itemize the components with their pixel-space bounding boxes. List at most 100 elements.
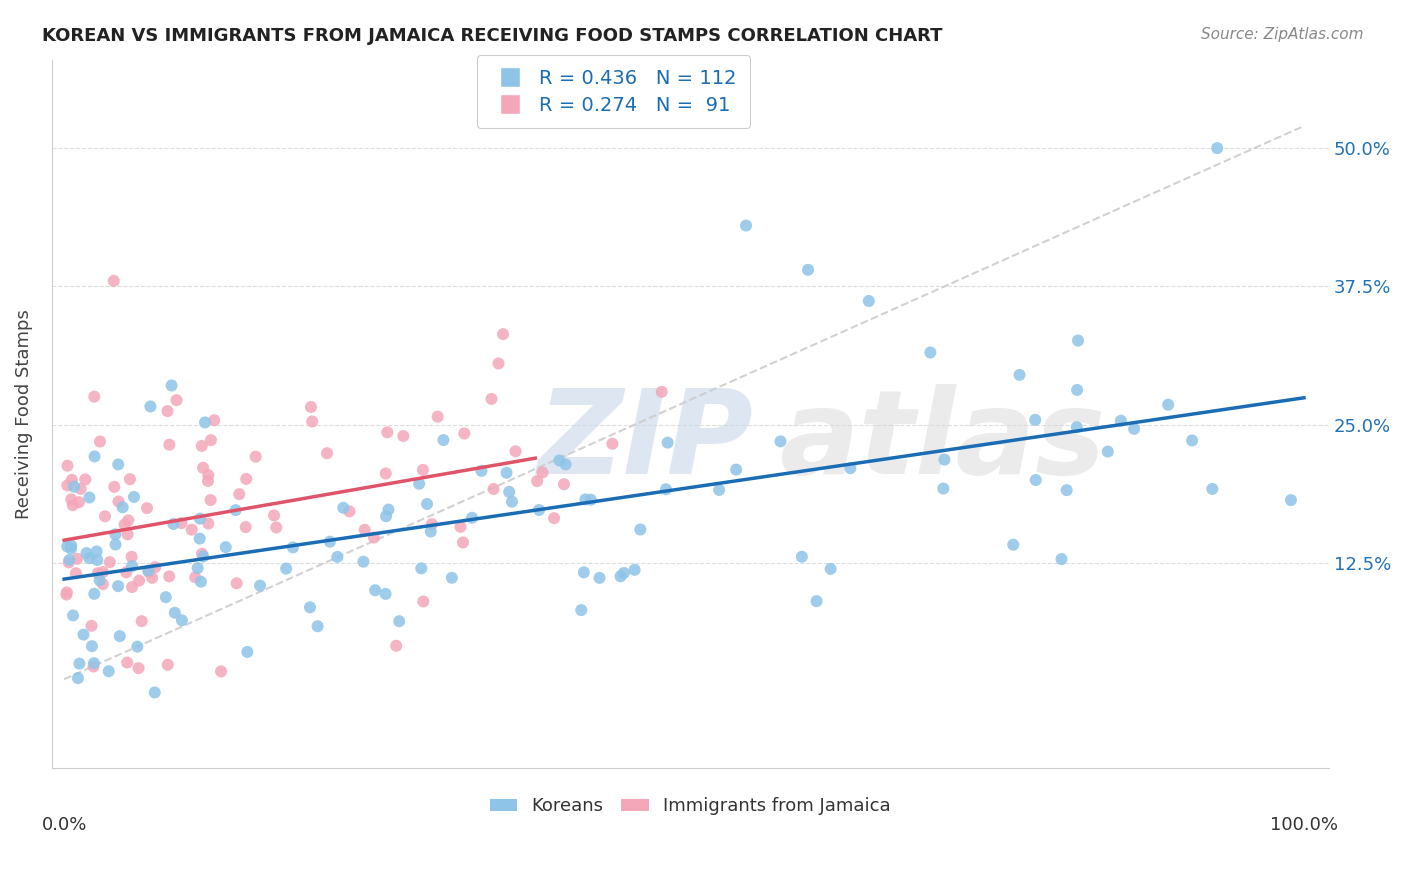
Point — [377, 502, 399, 516]
Point — [80, 639, 103, 653]
Point — [236, 645, 259, 659]
Point — [628, 523, 651, 537]
Point — [806, 594, 828, 608]
Point — [184, 570, 207, 584]
Point — [191, 439, 214, 453]
Point — [121, 559, 143, 574]
Point — [1056, 483, 1078, 497]
Point — [86, 544, 108, 558]
Point — [97, 664, 120, 678]
Point — [1002, 538, 1025, 552]
Point — [352, 555, 374, 569]
Point — [160, 378, 183, 392]
Point — [193, 549, 215, 564]
Point — [574, 492, 596, 507]
Point — [299, 400, 322, 414]
Point — [657, 435, 679, 450]
Point — [554, 458, 576, 472]
Point — [98, 555, 121, 569]
Point — [385, 639, 408, 653]
Text: KOREAN VS IMMIGRANTS FROM JAMAICA RECEIVING FOOD STAMPS CORRELATION CHART: KOREAN VS IMMIGRANTS FROM JAMAICA RECEIV… — [42, 27, 942, 45]
Point — [79, 491, 101, 505]
Point — [797, 262, 820, 277]
Point — [820, 562, 842, 576]
Point — [920, 345, 942, 359]
Point — [138, 565, 160, 579]
Point — [83, 390, 105, 404]
Point — [190, 574, 212, 589]
Point — [166, 393, 188, 408]
Point — [553, 477, 575, 491]
Point — [934, 452, 956, 467]
Point — [411, 561, 433, 575]
Point — [62, 608, 84, 623]
Point — [86, 553, 108, 567]
Point — [202, 413, 225, 427]
Point — [1050, 552, 1073, 566]
Point — [1181, 434, 1204, 448]
Point — [65, 566, 87, 581]
Point — [141, 571, 163, 585]
Point — [588, 571, 610, 585]
Point — [60, 492, 83, 507]
Text: 100.0%: 100.0% — [1270, 816, 1339, 834]
Point — [790, 549, 813, 564]
Y-axis label: Receiving Food Stamps: Receiving Food Stamps — [15, 309, 32, 518]
Point — [451, 535, 474, 549]
Point — [319, 534, 342, 549]
Point — [191, 547, 214, 561]
Point — [56, 478, 79, 492]
Point — [419, 524, 441, 539]
Point — [104, 537, 127, 551]
Point — [72, 627, 94, 641]
Point — [143, 685, 166, 699]
Point — [543, 511, 565, 525]
Point — [117, 513, 139, 527]
Point — [388, 614, 411, 628]
Point — [107, 494, 129, 508]
Point — [276, 562, 298, 576]
Point — [67, 495, 90, 509]
Legend: Koreans, Immigrants from Jamaica: Koreans, Immigrants from Jamaica — [482, 790, 898, 822]
Point — [235, 520, 257, 534]
Point — [76, 546, 98, 560]
Point — [432, 433, 454, 447]
Point — [353, 523, 375, 537]
Point — [58, 553, 80, 567]
Point — [339, 504, 361, 518]
Point — [197, 516, 219, 531]
Point — [155, 590, 177, 604]
Point — [609, 569, 631, 583]
Point — [531, 466, 554, 480]
Point — [440, 571, 463, 585]
Text: 0.0%: 0.0% — [41, 816, 87, 834]
Point — [1024, 413, 1046, 427]
Point — [197, 474, 219, 488]
Point — [69, 657, 91, 671]
Point — [162, 516, 184, 531]
Point — [156, 404, 179, 418]
Point — [83, 450, 105, 464]
Point — [235, 472, 257, 486]
Point — [470, 464, 492, 478]
Point — [1067, 334, 1090, 348]
Point — [56, 458, 79, 473]
Point — [613, 566, 636, 580]
Point — [1201, 482, 1223, 496]
Point — [115, 566, 138, 580]
Point — [932, 482, 955, 496]
Point — [374, 467, 396, 481]
Point — [187, 561, 209, 575]
Point — [412, 594, 434, 608]
Point — [412, 463, 434, 477]
Point — [1066, 383, 1088, 397]
Point — [461, 510, 484, 524]
Point — [58, 556, 80, 570]
Point — [139, 400, 162, 414]
Point — [651, 384, 673, 399]
Point — [375, 425, 398, 440]
Point — [170, 516, 193, 530]
Point — [194, 416, 217, 430]
Point — [107, 579, 129, 593]
Point — [136, 564, 159, 578]
